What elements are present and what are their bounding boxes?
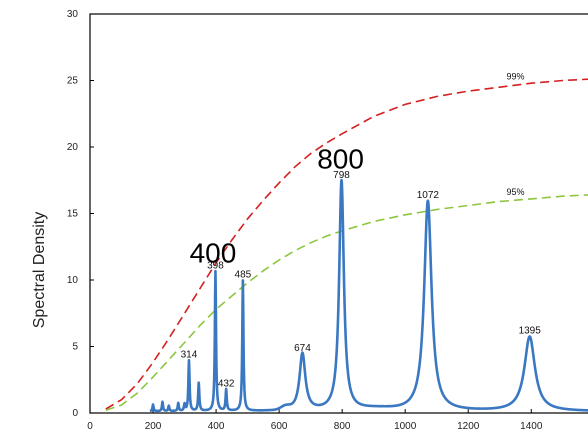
y-tick-label: 30 <box>67 9 79 20</box>
y-tick-label: 25 <box>67 76 79 87</box>
labels: 314 398 432 485 674 798 1072 1395 99% 95% 400 800 <box>181 71 542 389</box>
x-tick-label: 1000 <box>394 421 417 432</box>
threshold-curves <box>105 78 588 412</box>
annotation-label: 800 <box>317 143 364 174</box>
curve-label: 99% <box>506 71 524 81</box>
x-tick-label: 600 <box>271 421 288 432</box>
peak-label: 798 <box>333 170 350 181</box>
annotation-label: 400 <box>190 238 237 269</box>
x-tick-label: 200 <box>145 421 162 432</box>
x-tick-label: 800 <box>334 421 351 432</box>
x-tick-label: 400 <box>208 421 225 432</box>
peak-label: 314 <box>181 349 198 360</box>
spectrum-line <box>148 178 588 413</box>
peak-label: 485 <box>235 270 252 281</box>
peak-label: 398 <box>207 260 224 271</box>
y-tick-label: 15 <box>67 209 79 220</box>
peak-label: 1395 <box>519 326 542 337</box>
curve-99% <box>105 78 588 410</box>
peak-label: 432 <box>218 379 235 390</box>
spectrum-series <box>148 178 588 413</box>
x-tick-label: 1200 <box>457 421 480 432</box>
peak-label: 1072 <box>417 190 440 201</box>
x-tick-label: 1400 <box>520 421 543 432</box>
curve-label: 95% <box>506 187 524 197</box>
y-tick-label: 5 <box>72 342 78 353</box>
peak-label: 674 <box>294 343 311 354</box>
y-tick-label: 20 <box>67 142 79 153</box>
curve-95% <box>105 194 588 412</box>
y-axis-label: Spectral Density <box>31 212 48 329</box>
y-tick-label: 0 <box>72 408 78 419</box>
x-tick-label: 0 <box>87 421 93 432</box>
y-tick-label: 10 <box>67 275 79 286</box>
